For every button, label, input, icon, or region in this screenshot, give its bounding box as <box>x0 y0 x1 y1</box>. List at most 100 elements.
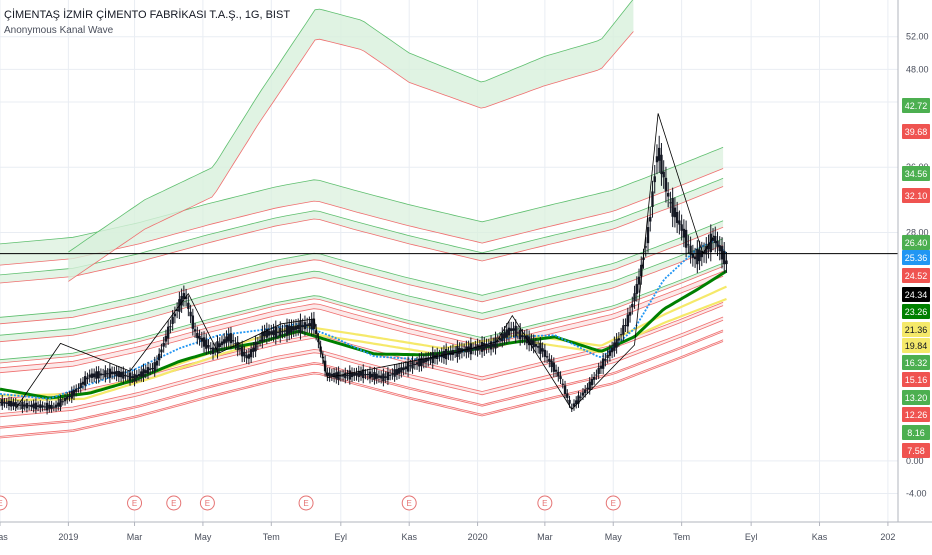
candle-body <box>377 375 381 378</box>
candle-body <box>66 396 69 400</box>
candle-body <box>68 395 71 398</box>
candle-body <box>283 330 286 332</box>
candle-body <box>346 374 349 376</box>
candle-body <box>54 404 58 408</box>
candle-body <box>662 171 665 178</box>
candle-body <box>196 332 199 339</box>
band-fill <box>0 178 724 283</box>
price-label-badge <box>902 322 930 337</box>
candle-body <box>292 326 295 331</box>
candle-body <box>559 376 562 380</box>
candle-body <box>32 403 35 409</box>
ma-green-line <box>0 269 728 400</box>
candle-body <box>169 326 172 328</box>
candle-body <box>95 371 98 379</box>
x-tick-label: 2020 <box>468 532 488 542</box>
candle-body <box>99 373 103 376</box>
candle-body <box>666 192 670 197</box>
band-edge-upper <box>0 270 724 369</box>
candle-body <box>310 319 313 330</box>
price-label-badge <box>902 355 930 370</box>
price-label-text: 8.16 <box>907 428 925 438</box>
candle-body <box>290 325 293 333</box>
candle-body <box>214 348 217 350</box>
candle-body <box>171 316 174 324</box>
price-label-text: 15.16 <box>905 375 928 385</box>
candle-body <box>308 323 311 327</box>
candle-body <box>128 372 132 381</box>
candle-body <box>563 385 567 395</box>
candle-body <box>379 375 383 379</box>
candle-body <box>644 246 647 248</box>
candle-body <box>637 276 641 285</box>
price-label-text: 21.36 <box>905 325 928 335</box>
band-edge-lower <box>0 226 724 325</box>
candle-body <box>50 404 53 409</box>
price-label-badge <box>902 338 930 353</box>
upper-band-top <box>68 0 634 253</box>
band-fill <box>0 220 724 324</box>
candle-body <box>375 373 378 379</box>
candle-body <box>429 357 432 360</box>
candle-body <box>223 339 226 344</box>
candle-body <box>131 376 134 379</box>
candle-body <box>317 339 320 343</box>
candle-body <box>57 402 60 407</box>
band-fill <box>0 271 724 373</box>
price-label-badge <box>902 98 930 113</box>
candle-body <box>274 326 277 339</box>
price-label-text: 25.36 <box>905 253 928 263</box>
candle-body <box>624 324 627 326</box>
candle-body <box>478 345 482 349</box>
candle-body <box>684 229 688 248</box>
candle-body <box>133 373 136 382</box>
candle-body <box>236 341 239 351</box>
candle-body <box>606 354 609 358</box>
candle-body <box>3 402 6 404</box>
candle-body <box>388 374 392 376</box>
band-edge-lower <box>0 331 724 429</box>
candle-body <box>386 372 390 381</box>
candle-body <box>359 371 363 376</box>
band-edge-upper <box>0 177 724 276</box>
price-label-badge <box>902 166 930 181</box>
price-label-badge <box>902 407 930 422</box>
candle-body <box>189 311 192 317</box>
candle-body <box>541 348 544 352</box>
candle-body <box>498 338 502 341</box>
price-label-text: 24.52 <box>905 271 928 281</box>
earnings-marker-label: E <box>132 499 137 508</box>
candle-body <box>357 370 360 378</box>
candle-body <box>471 348 475 350</box>
candle-body <box>97 371 100 379</box>
candle-body <box>503 332 506 339</box>
candle-body <box>115 370 118 377</box>
symbol-title[interactable]: ÇİMENTAŞ İZMİR ÇİMENTO FABRİKASI T.A.Ş.,… <box>4 9 291 21</box>
y-tick-label: -4.00 <box>906 488 927 498</box>
candle-body <box>30 404 33 407</box>
candle-body <box>339 375 343 377</box>
candle-body <box>628 312 632 316</box>
candle-body <box>597 368 600 374</box>
candle-body <box>366 373 369 376</box>
candle-body <box>12 402 15 407</box>
candle-body <box>341 374 345 377</box>
candle-body <box>88 374 91 378</box>
candle-body <box>231 340 235 342</box>
price-label-text: 19.84 <box>905 341 928 351</box>
candle-body <box>646 227 650 244</box>
candle-body <box>193 329 197 332</box>
candle-body <box>113 371 116 375</box>
candle-body <box>395 369 399 375</box>
candle-body <box>350 372 354 378</box>
candle-body <box>566 393 569 398</box>
candle-body <box>492 343 495 347</box>
candle-body <box>518 329 522 340</box>
candle-body <box>584 389 587 394</box>
candle-body <box>225 336 228 343</box>
indicator-title[interactable]: Anonymous Kanal Wave <box>4 25 114 36</box>
candle-body <box>344 372 347 379</box>
candle-body <box>34 402 38 410</box>
